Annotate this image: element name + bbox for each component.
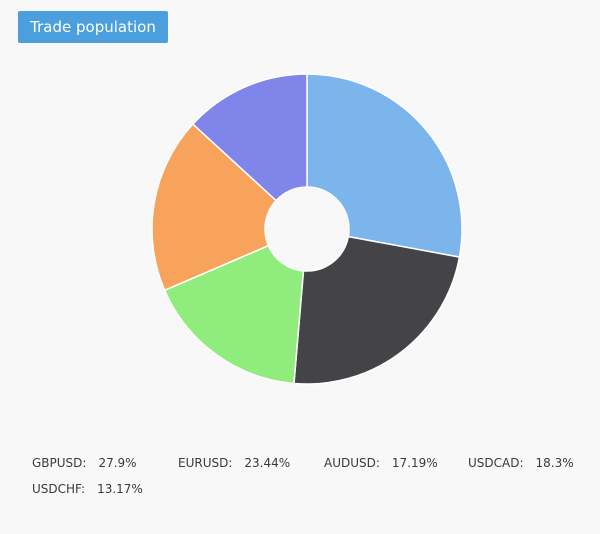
- legend-item-usdchf[interactable]: USDCHF: 13.17%: [32, 482, 143, 496]
- legend-value: 13.17%: [97, 482, 143, 496]
- legend-item-gbpusd[interactable]: GBPUSD: 27.9%: [32, 456, 137, 470]
- pie-slice-audusd[interactable]: [163, 244, 305, 385]
- legend-item-usdcad[interactable]: USDCAD: 18.3%: [468, 456, 574, 470]
- pie-slice-gbpusd[interactable]: [306, 73, 463, 258]
- legend-value: 23.44%: [244, 456, 291, 470]
- legend-value: 27.9%: [98, 456, 137, 470]
- pie-slice-eurusd[interactable]: [293, 235, 461, 385]
- legend-label: GBPUSD:: [32, 456, 87, 470]
- legend-label: USDCHF:: [32, 482, 86, 496]
- legend-value: 18.3%: [535, 456, 574, 470]
- legend-item-eurusd[interactable]: EURUSD: 23.44%: [178, 456, 290, 470]
- legend-label: USDCAD:: [468, 456, 524, 470]
- legend-item-audusd[interactable]: AUDUSD: 17.19%: [324, 456, 438, 470]
- donut-chart: [151, 73, 463, 385]
- legend-label: EURUSD:: [178, 456, 233, 470]
- pie-slice-usdchf[interactable]: [191, 73, 308, 202]
- legend-value: 17.19%: [391, 456, 438, 470]
- trade-population-tab[interactable]: Trade population: [18, 11, 168, 43]
- pie-slice-usdcad[interactable]: [151, 123, 278, 292]
- legend-label: AUDUSD:: [324, 456, 380, 470]
